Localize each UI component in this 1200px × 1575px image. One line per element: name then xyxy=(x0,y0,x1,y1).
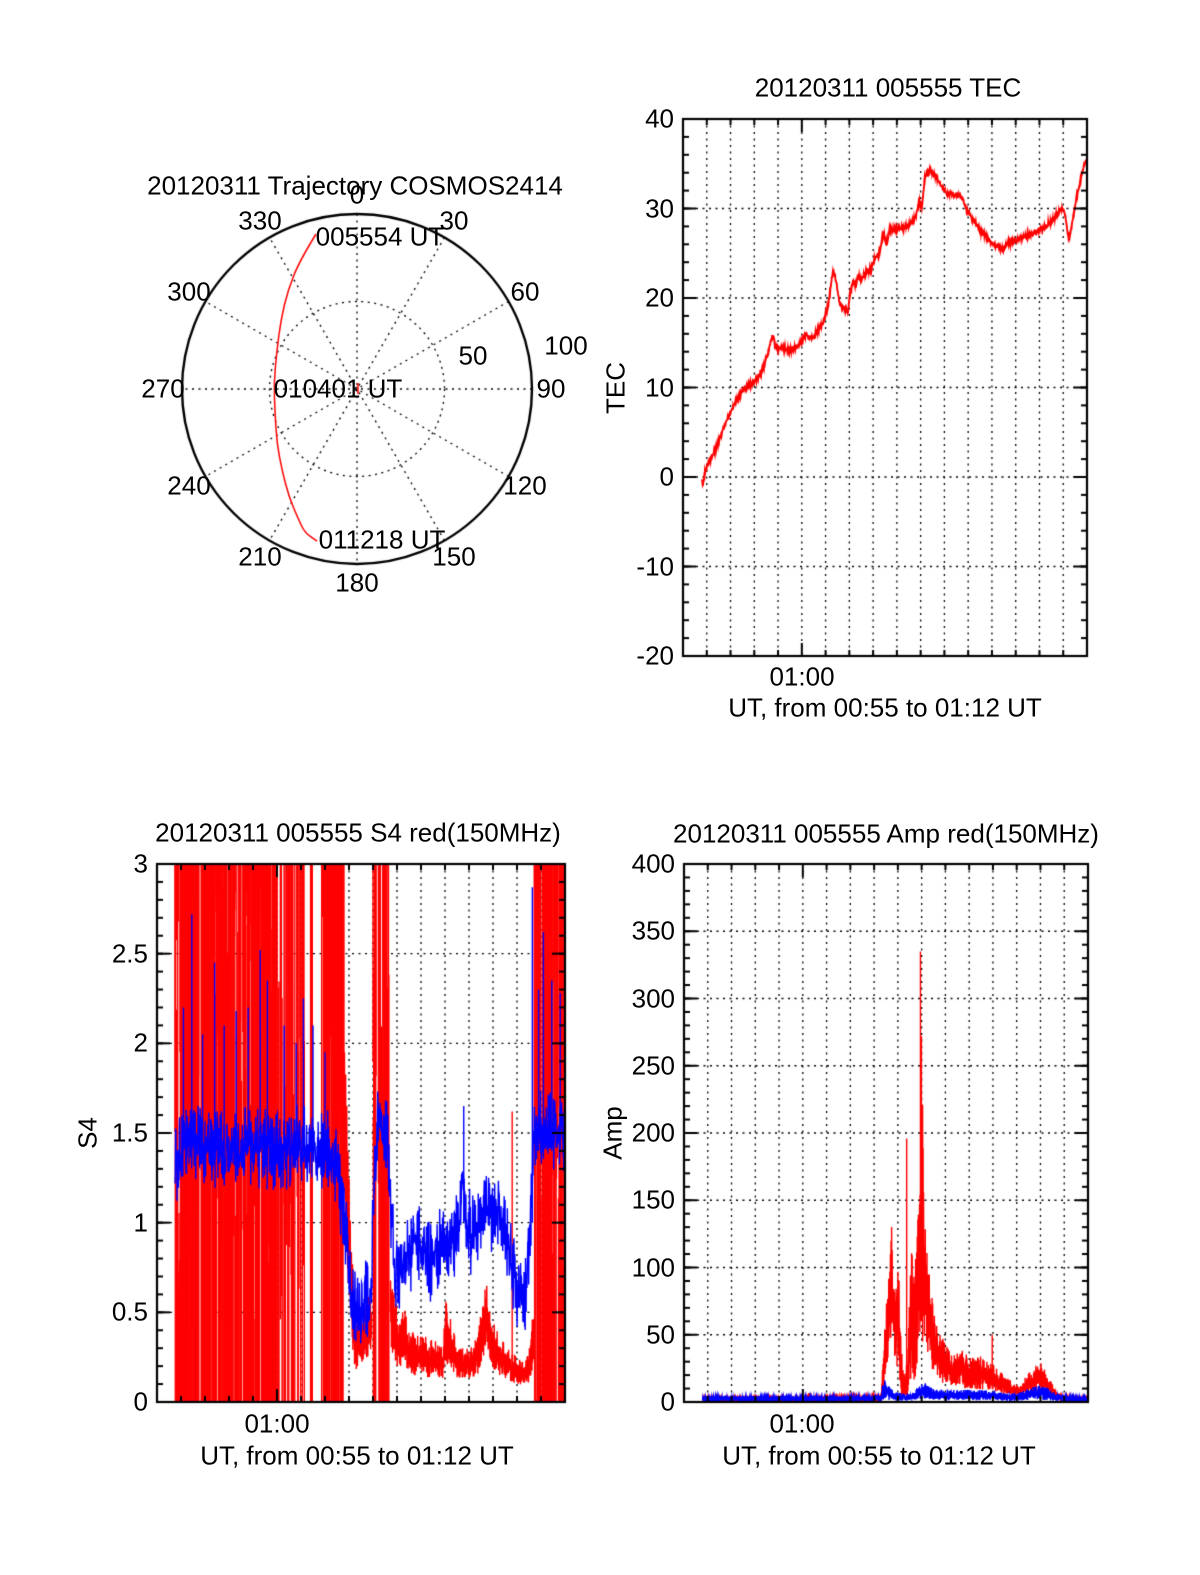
tec-y-axis-label: TEC xyxy=(600,362,631,414)
s4-y-tick-label: 3 xyxy=(133,848,148,879)
polar-time-annotation: 011218 UT xyxy=(318,524,446,555)
trajectory-title: 20120311 Trajectory COSMOS2414 xyxy=(147,170,563,201)
tec-y-tick-label: 40 xyxy=(645,103,674,134)
polar-radial-tick-label: 100 xyxy=(544,330,588,361)
polar-angle-tick-label: 30 xyxy=(439,205,469,236)
s4-y-axis-label: S4 xyxy=(72,1117,103,1149)
amp-y-tick-label: 50 xyxy=(646,1319,675,1350)
polar-angle-tick-label: 60 xyxy=(510,276,540,307)
amp-y-tick-label: 200 xyxy=(631,1117,675,1148)
s4-y-tick-label: 2 xyxy=(133,1028,148,1059)
s4-y-tick-label: 0.5 xyxy=(111,1297,148,1328)
tec-y-tick-label: -10 xyxy=(636,551,674,582)
s4-y-tick-label: 2.5 xyxy=(111,938,148,969)
amp-y-tick-label: 250 xyxy=(631,1050,675,1081)
s4-title: 20120311 005555 S4 red(150MHz) xyxy=(155,817,561,848)
tec-y-tick-label: 20 xyxy=(645,282,674,313)
tec-x-axis-label: UT, from 00:55 to 01:12 UT xyxy=(728,692,1042,723)
tec-y-tick-label: 30 xyxy=(645,193,674,224)
tec-y-tick-label: 0 xyxy=(659,461,674,492)
polar-angle-tick-label: 180 xyxy=(335,567,379,598)
s4-x-tick-label: 01:00 xyxy=(244,1408,310,1439)
s4-x-axis-label: UT, from 00:55 to 01:12 UT xyxy=(200,1440,514,1471)
amp-y-tick-label: 350 xyxy=(631,915,675,946)
s4-y-tick-label: 0 xyxy=(133,1386,148,1417)
tec-y-tick-label: 10 xyxy=(645,372,674,403)
amp-y-axis-label: Amp xyxy=(597,1106,628,1160)
amp-y-tick-label: 0 xyxy=(660,1386,675,1417)
polar-angle-tick-label: 150 xyxy=(432,541,476,572)
amp-x-axis-label: UT, from 00:55 to 01:12 UT xyxy=(722,1440,1036,1471)
polar-time-annotation: 005554 UT xyxy=(315,221,445,252)
polar-angle-tick-label: 330 xyxy=(238,205,282,236)
tec-title: 20120311 005555 TEC xyxy=(754,72,1022,103)
tec-x-tick-label: 01:00 xyxy=(769,661,835,692)
polar-time-annotation: 010401 UT xyxy=(273,373,403,404)
amp-title: 20120311 005555 Amp red(150MHz) xyxy=(673,818,1099,849)
polar-angle-tick-label: 120 xyxy=(503,470,547,501)
polar-angle-tick-label: 300 xyxy=(167,276,211,307)
amp-y-tick-label: 100 xyxy=(631,1252,675,1283)
amp-y-tick-label: 300 xyxy=(631,983,675,1014)
amp-y-tick-label: 150 xyxy=(631,1184,675,1215)
polar-angle-tick-label: 210 xyxy=(238,541,282,572)
amp-y-tick-label: 400 xyxy=(631,848,675,879)
polar-angle-tick-label: 240 xyxy=(167,470,211,501)
tec-y-tick-label: -20 xyxy=(636,640,674,671)
polar-angle-tick-label: 90 xyxy=(536,373,566,404)
s4-y-tick-label: 1 xyxy=(133,1207,148,1238)
amp-x-tick-label: 01:00 xyxy=(769,1408,835,1439)
polar-angle-tick-label: 0 xyxy=(349,179,365,210)
s4-y-tick-label: 1.5 xyxy=(111,1117,148,1148)
polar-angle-tick-label: 270 xyxy=(141,373,185,404)
polar-radial-tick-label: 50 xyxy=(458,340,488,371)
